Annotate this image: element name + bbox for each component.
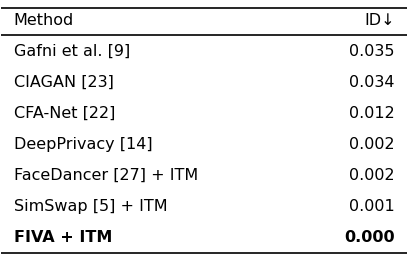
Text: FaceDancer [27] + ITM: FaceDancer [27] + ITM bbox=[13, 168, 198, 183]
Text: 0.012: 0.012 bbox=[349, 106, 395, 121]
Text: CIAGAN [23]: CIAGAN [23] bbox=[13, 75, 113, 90]
Text: 0.002: 0.002 bbox=[349, 137, 395, 152]
Text: Gafni et al. [9]: Gafni et al. [9] bbox=[13, 44, 130, 59]
Text: CFA-Net [22]: CFA-Net [22] bbox=[13, 106, 115, 121]
Text: 0.034: 0.034 bbox=[349, 75, 395, 90]
Text: 0.035: 0.035 bbox=[349, 44, 395, 59]
Text: 0.000: 0.000 bbox=[344, 230, 395, 245]
Text: SimSwap [5] + ITM: SimSwap [5] + ITM bbox=[13, 199, 167, 214]
Text: 0.001: 0.001 bbox=[349, 199, 395, 214]
Text: DeepPrivacy [14]: DeepPrivacy [14] bbox=[13, 137, 152, 152]
Text: Method: Method bbox=[13, 13, 74, 28]
Text: 0.002: 0.002 bbox=[349, 168, 395, 183]
Text: FIVA + ITM: FIVA + ITM bbox=[13, 230, 112, 245]
Text: ID↓: ID↓ bbox=[364, 13, 395, 28]
